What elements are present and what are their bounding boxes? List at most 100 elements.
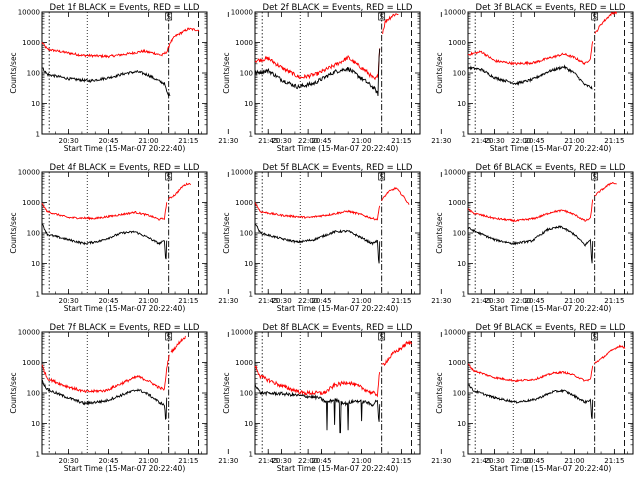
- x-tick-label: 20:30: [272, 457, 292, 465]
- x-tick-label: 21:00: [351, 297, 371, 305]
- x-tick-label: 21:30: [218, 297, 238, 305]
- series-line-lld: [41, 27, 200, 59]
- x-tick-label: 20:45: [98, 297, 118, 305]
- x-tick-label: 21:15: [178, 137, 198, 145]
- series-line-events: [467, 383, 594, 420]
- x-tick-label: 21:30: [431, 137, 451, 145]
- x-tick-label: 20:45: [311, 297, 331, 305]
- chart-title: Det 5f BLACK = Events, RED = LLD: [263, 163, 413, 173]
- y-tick-label: 1000: [448, 359, 466, 367]
- x-tick-label: 21:00: [138, 457, 158, 465]
- y-tick-label: 10: [31, 420, 40, 428]
- x-tick-label: 20:30: [272, 297, 292, 305]
- chart-title: Det 7f BLACK = Events, RED = LLD: [50, 323, 200, 333]
- y-tick-label: 1: [36, 291, 40, 299]
- y-tick-label: 10000: [231, 9, 253, 17]
- x-tick-label: 22:00: [298, 457, 318, 465]
- x-tick-label: 21:15: [604, 457, 624, 465]
- y-tick-label: 1000: [448, 199, 466, 207]
- y-tick-label: 10000: [444, 9, 466, 17]
- y-axis-label: Counts/sec: [435, 372, 444, 413]
- chart-title: Det 2f BLACK = Events, RED = LLD: [263, 3, 413, 13]
- series-line-lld: [254, 13, 399, 81]
- s-marker-label: S: [379, 333, 384, 341]
- x-tick-label: 21:00: [138, 137, 158, 145]
- series-line-lld: [254, 339, 413, 398]
- x-tick-label: 22:00: [511, 457, 531, 465]
- x-tick-label: 21:00: [351, 457, 371, 465]
- plot-frame: [467, 11, 634, 135]
- series-line-lld: [467, 181, 617, 223]
- x-tick-label: 20:45: [98, 137, 118, 145]
- y-tick-label: 100: [27, 390, 40, 398]
- x-tick-label: 20:30: [485, 457, 505, 465]
- plot-frame: [41, 331, 208, 455]
- x-tick-label: 21:15: [604, 137, 624, 145]
- series-line-events: [41, 223, 168, 260]
- x-axis-label: Start Time (15-Mar-07 20:22:40): [64, 464, 186, 473]
- x-tick-label: 21:30: [218, 457, 238, 465]
- chart-title: Det 4f BLACK = Events, RED = LLD: [50, 163, 200, 173]
- x-tick-label: 20:45: [524, 137, 544, 145]
- x-tick-label: 21:15: [391, 297, 411, 305]
- y-tick-label: 10000: [444, 169, 466, 177]
- x-axis-label: Start Time (15-Mar-07 20:22:40): [490, 304, 612, 313]
- y-tick-label: 10: [244, 260, 253, 268]
- x-tick-label: 22:00: [298, 297, 318, 305]
- y-axis-label: Counts/sec: [9, 212, 18, 253]
- chart-title: Det 6f BLACK = Events, RED = LLD: [476, 163, 626, 173]
- y-tick-label: 10000: [444, 329, 466, 337]
- x-tick-label: 20:30: [59, 137, 79, 145]
- series-line-lld: [467, 10, 618, 66]
- s-marker-label: S: [592, 173, 597, 181]
- y-tick-label: 1: [36, 451, 40, 459]
- y-tick-label: 10: [457, 100, 466, 108]
- series-line-events: [41, 379, 168, 421]
- y-tick-label: 10: [31, 100, 40, 108]
- chart-title: Det 8f BLACK = Events, RED = LLD: [263, 323, 413, 333]
- x-tick-label: 21:00: [351, 137, 371, 145]
- y-tick-label: 1000: [22, 359, 40, 367]
- y-tick-label: 1000: [235, 359, 253, 367]
- y-tick-label: 10: [457, 420, 466, 428]
- series-line-lld: [467, 344, 626, 383]
- x-axis-label: Start Time (15-Mar-07 20:22:40): [277, 304, 399, 313]
- s-marker-box: [378, 12, 386, 21]
- s-marker-label: S: [379, 173, 384, 181]
- y-axis-label: Counts/sec: [9, 52, 18, 93]
- x-tick-label: 20:30: [59, 457, 79, 465]
- x-tick-label: 21:45: [471, 297, 491, 305]
- y-tick-label: 100: [453, 230, 466, 238]
- x-tick-label: 22:00: [298, 137, 318, 145]
- chart-panel: Det 4f BLACK = Events, RED = LLD 1 10 100 10…: [9, 163, 318, 313]
- x-axis-label: Start Time (15-Mar-07 20:22:40): [277, 144, 399, 153]
- y-tick-label: 1000: [22, 199, 40, 207]
- y-tick-label: 1000: [235, 199, 253, 207]
- series-line-lld: [41, 182, 192, 221]
- x-tick-label: 20:45: [311, 457, 331, 465]
- s-marker-box: [591, 12, 599, 21]
- chart-title: Det 3f BLACK = Events, RED = LLD: [476, 3, 626, 13]
- s-marker-label: S: [592, 333, 597, 341]
- x-tick-label: 21:00: [138, 297, 158, 305]
- series-line-events: [254, 383, 381, 434]
- series-line-events: [467, 64, 593, 90]
- x-axis-label: Start Time (15-Mar-07 20:22:40): [490, 464, 612, 473]
- s-marker-box: [378, 172, 386, 181]
- x-tick-label: 21:45: [258, 137, 278, 145]
- s-marker-label: S: [166, 173, 171, 181]
- s-marker-box: [591, 332, 599, 341]
- y-tick-label: 10000: [231, 329, 253, 337]
- plot-frame: [254, 331, 421, 455]
- x-tick-label: 21:00: [564, 137, 584, 145]
- y-tick-label: 1: [462, 131, 466, 139]
- x-tick-label: 21:15: [604, 297, 624, 305]
- s-marker-label: S: [166, 13, 171, 21]
- y-tick-label: 100: [240, 230, 253, 238]
- x-tick-label: 22:00: [511, 137, 531, 145]
- y-axis-label: Counts/sec: [435, 212, 444, 253]
- x-tick-label: 22:00: [511, 297, 531, 305]
- x-tick-label: 20:30: [272, 137, 292, 145]
- s-marker-label: S: [379, 13, 384, 21]
